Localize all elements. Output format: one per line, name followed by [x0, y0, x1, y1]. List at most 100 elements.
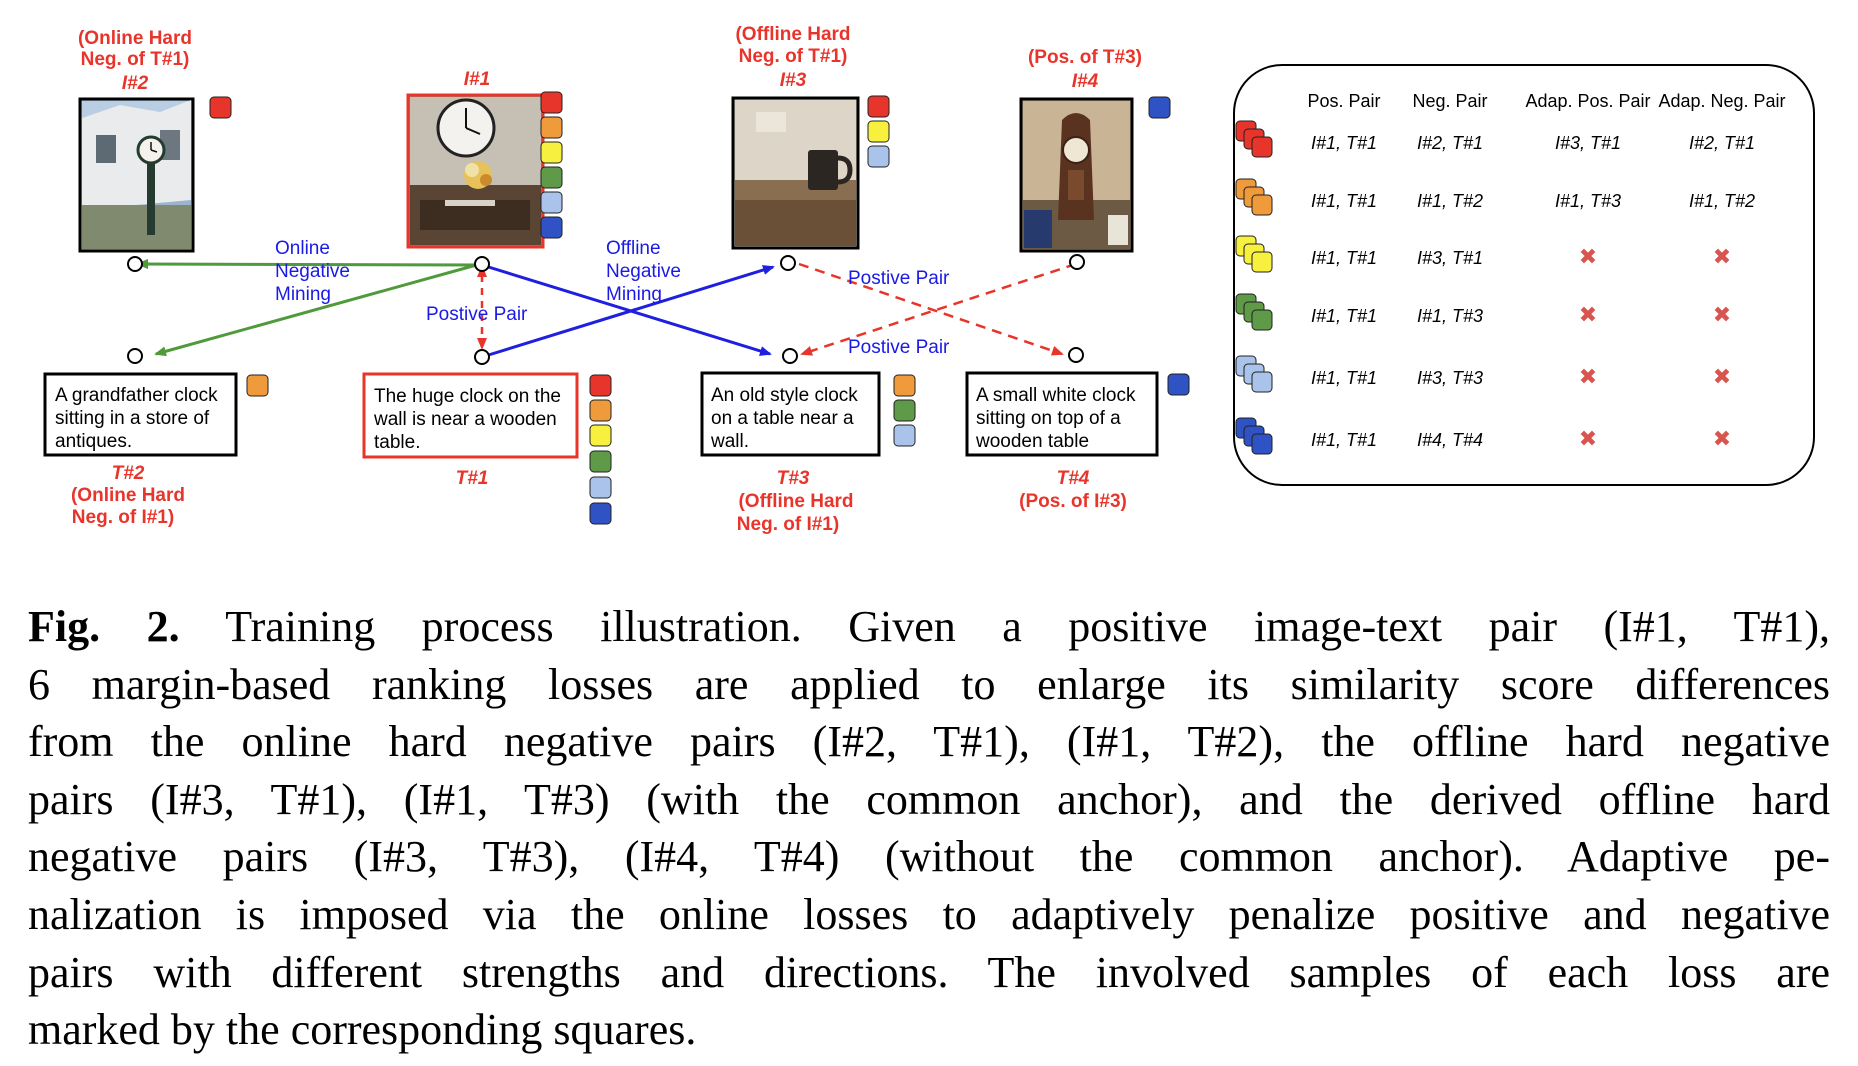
loss-color-stack-icon	[1235, 293, 1273, 331]
img3-label-line-1: (Offline Hard	[735, 24, 850, 45]
table-cell: I#1, T#1	[1311, 191, 1377, 211]
square-darkblue	[1167, 373, 1190, 396]
img2-squares	[209, 96, 232, 119]
online-mining-label-line-3: Mining	[275, 284, 331, 305]
img1-label: I#1	[464, 69, 490, 90]
square-darkblue	[589, 502, 612, 525]
t4-line-1: A small white clock	[976, 385, 1136, 406]
table-cell: I#1, T#2	[1689, 191, 1755, 211]
img1-thumbnail	[406, 93, 545, 249]
figure-caption: Fig. 2. Training process illustration. G…	[28, 598, 1830, 1059]
t2-label-line-3: Neg. of I#1)	[72, 507, 174, 528]
t2-line-3: antiques.	[55, 431, 132, 452]
offline-mining-label-line-3: Mining	[606, 284, 662, 305]
cross-icon: ✖	[1713, 364, 1731, 389]
img2-label-line-1: (Online Hard	[78, 28, 192, 49]
offline-arrow-i1-to-t3	[481, 263, 772, 356]
caption-line-6: nalization is imposed via the online los…	[28, 889, 1830, 939]
square-red	[867, 95, 890, 118]
img2-label-line-2: Neg. of T#1)	[81, 49, 190, 70]
table-header-neg-pair: Neg. Pair	[1412, 91, 1487, 111]
online-arrow-t1-to-i2	[136, 259, 481, 270]
img3-label-line-2: Neg. of T#1)	[739, 46, 848, 67]
img3-anchor	[780, 255, 796, 271]
t3-squares	[893, 374, 916, 447]
caption-line-5: negative pairs (I#3, T#3), (I#4, T#4) (w…	[28, 832, 1830, 882]
positive-pair-label-right-top: Postive Pair	[848, 268, 950, 289]
online-arrow-i1-to-t2	[154, 262, 481, 357]
img3-label-line-3: I#3	[780, 70, 807, 91]
t4-box: A small white clock sitting on top of a …	[965, 371, 1159, 457]
square-yellow	[867, 120, 890, 143]
t1-squares	[589, 374, 612, 525]
caption-line-1: Fig. 2. Training process illustration. G…	[28, 598, 1830, 656]
t1-line-3: table.	[374, 432, 420, 453]
t2-squares	[246, 374, 269, 397]
cross-icon: ✖	[1713, 302, 1731, 327]
t3-label-line-3: Neg. of I#1)	[737, 514, 839, 535]
t1-box: The huge clock on the wall is near a woo…	[362, 372, 579, 459]
img3-squares	[867, 95, 890, 168]
img4-label-line-2: I#4	[1072, 71, 1099, 92]
t2-anchor	[127, 348, 143, 364]
cross-icon: ✖	[1579, 426, 1597, 451]
square-lightblue	[589, 476, 612, 499]
img2-label-line-3: I#2	[122, 73, 149, 94]
t4-line-3: wooden table	[975, 431, 1089, 452]
t3-label-line-2: (Offline Hard	[738, 491, 853, 512]
t2-line-1: A grandfather clock	[55, 385, 218, 406]
table-cell: I#3, T#1	[1417, 248, 1483, 268]
loss-table: Pos. Pair Neg. Pair Adap. Pos. Pair Adap…	[1233, 64, 1815, 486]
img2-anchor	[127, 256, 143, 272]
square-red	[589, 374, 612, 397]
table-cell: I#2, T#1	[1689, 133, 1755, 153]
table-cell: I#1, T#1	[1311, 368, 1377, 388]
table-cell: I#3, T#3	[1417, 368, 1483, 388]
offline-mining-label-line-2: Negative	[606, 261, 681, 282]
table-cell: I#4, T#4	[1417, 430, 1483, 450]
online-mining-label-line-1: Online	[275, 238, 330, 259]
table-cell: I#2, T#1	[1417, 133, 1483, 153]
t4-squares	[1167, 373, 1190, 396]
positive-pair-label-right-bottom: Postive Pair	[848, 337, 950, 358]
caption-line-1-text: Training process illustration. Given a p…	[179, 602, 1830, 651]
t2-line-2: sitting in a store of	[55, 408, 210, 429]
t3-label-line-1: T#3	[777, 468, 810, 489]
online-mining-label-line-2: Negative	[275, 261, 350, 282]
square-orange	[246, 374, 269, 397]
img4-label-line-1: (Pos. of T#3)	[1028, 47, 1142, 68]
loss-color-stack-icon	[1235, 235, 1273, 273]
cross-icon: ✖	[1713, 244, 1731, 269]
training-process-diagram: (Online Hard Neg. of T#1) I#2 I#1 (Offli…	[43, 24, 1815, 535]
square-green	[540, 166, 563, 189]
figure-number: Fig. 2.	[28, 602, 180, 651]
square-orange	[540, 116, 563, 139]
table-cell: I#1, T#1	[1311, 306, 1377, 326]
square-green	[893, 399, 916, 422]
square-orange	[589, 399, 612, 422]
table-cell: I#3, T#1	[1555, 133, 1621, 153]
t3-box: An old style clock on a table near a wal…	[700, 371, 881, 457]
cross-icon: ✖	[1579, 302, 1597, 327]
t1-line-1: The huge clock on the	[374, 386, 561, 407]
square-lightblue	[540, 191, 563, 214]
caption-line-7: pairs with different strengths and direc…	[28, 947, 1830, 997]
table-cell: I#1, T#1	[1311, 133, 1377, 153]
t2-label-line-2: (Online Hard	[71, 485, 185, 506]
loss-color-stack-icon	[1235, 355, 1273, 393]
img4-squares	[1148, 96, 1171, 119]
caption-line-3: from the online hard negative pairs (I#2…	[28, 717, 1830, 767]
square-red	[209, 96, 232, 119]
table-rows: I#1, T#1 I#2, T#1 I#3, T#1 I#2, T#1 I#1, T#1…	[1235, 120, 1755, 455]
cross-icon: ✖	[1579, 244, 1597, 269]
t1-label: T#1	[456, 468, 489, 489]
t1-line-2: wall is near a wooden	[373, 409, 557, 430]
square-darkblue	[1148, 96, 1171, 119]
cross-icon: ✖	[1713, 426, 1731, 451]
t3-line-3: wall.	[710, 431, 749, 452]
caption-line-2: 6 margin-based ranking losses are applie…	[28, 659, 1830, 709]
t1-anchor	[474, 349, 490, 365]
positive-arrow-i4-to-t3	[800, 262, 1077, 356]
t3-anchor	[782, 348, 798, 364]
loss-color-stack-icon	[1235, 120, 1273, 158]
